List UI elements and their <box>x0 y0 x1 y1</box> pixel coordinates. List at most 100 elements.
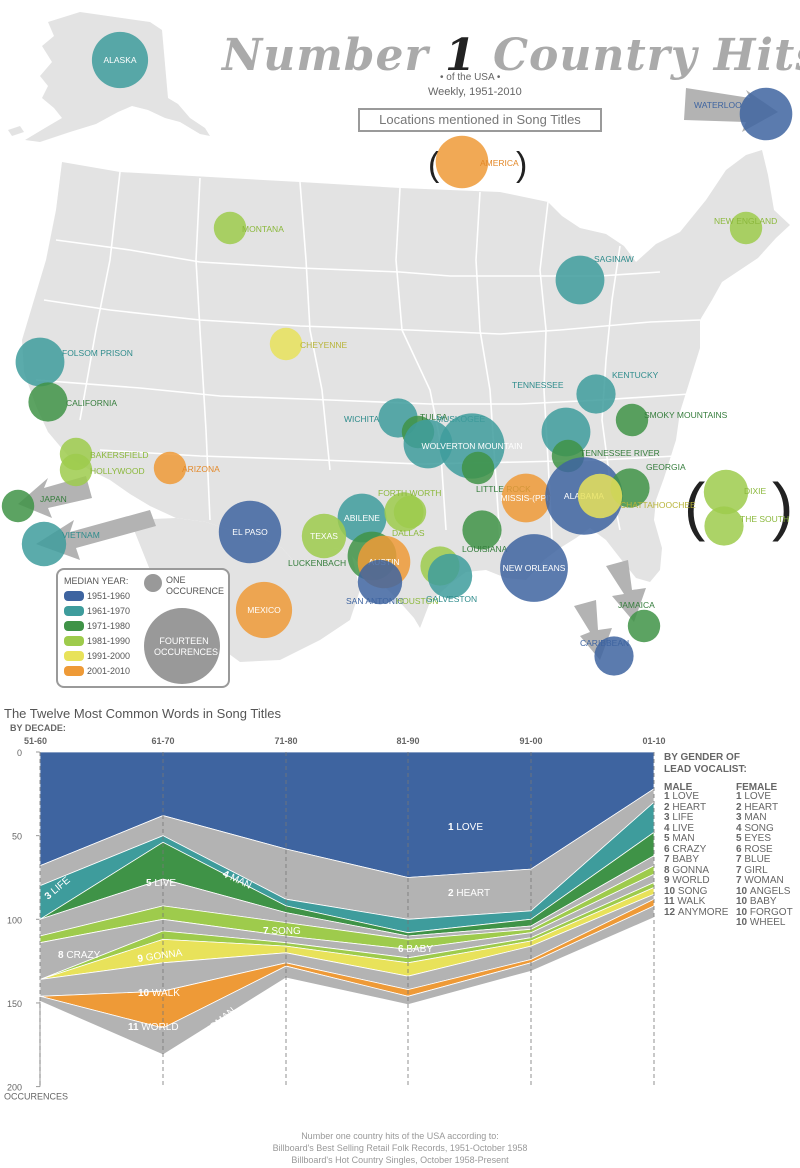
legend-fourteen-label: FOURTEEN OCCURENCES <box>154 636 219 657</box>
bubble-montana <box>213 211 247 245</box>
legend-swatch <box>64 665 84 676</box>
rank: 12 <box>664 906 678 918</box>
bubble-new-orleans <box>500 534 568 602</box>
bubble-mexico <box>235 581 293 639</box>
legend-item-1951-1960: 1951-1960 <box>64 588 130 603</box>
bubble-vietnam <box>21 521 67 567</box>
bubble-chattahoochee <box>577 473 623 519</box>
legend-title: MEDIAN YEAR: <box>64 576 129 586</box>
area-label-baby: 6 BABY <box>398 944 433 955</box>
bubble-japan <box>1 489 35 523</box>
bubble-kentucky <box>576 374 616 414</box>
male-item: 3 LIFE <box>664 812 728 824</box>
y-tick-0: 0 <box>17 748 22 758</box>
word: LOVE <box>672 791 700 802</box>
x-tick-51-60: 51-60 <box>24 736 47 746</box>
bubble-the-south <box>704 506 744 546</box>
japan-arrow <box>18 476 92 518</box>
bubble-label-bakersfield: BAKERSFIELD <box>90 450 149 460</box>
rank: 11 <box>664 896 678 907</box>
location-bubbles: ALASKA AMERICA WATERLOO MONTANA NEW ENGLAND S… <box>1 31 793 676</box>
y-tick-100: 100 <box>7 915 22 925</box>
bubble-dallas <box>393 495 427 529</box>
bubble-label-galveston: GALVESTON <box>426 594 477 604</box>
word: MAN <box>672 833 695 844</box>
y-tick-200: 200 <box>7 1083 22 1093</box>
rank: 2 <box>664 801 673 813</box>
bubble-label-forth-worth: FORTH WORTH <box>378 488 441 498</box>
border <box>43 299 701 335</box>
legend-swatch <box>64 590 84 601</box>
bubble-label-waterloo: WATERLOO <box>694 100 742 110</box>
bubble-new-england <box>729 211 763 245</box>
female-item: 4 SONG <box>736 822 793 835</box>
bubble-label-louisiana: LOUISIANA <box>462 544 508 554</box>
border <box>299 181 331 471</box>
rank: 5 <box>664 833 673 844</box>
bubble-label-dallas: DALLAS <box>392 528 425 538</box>
rank: 10 <box>736 917 750 928</box>
bubble-smoky-mountains <box>615 403 649 437</box>
rank: 4 <box>736 822 745 834</box>
word: GONNA <box>672 864 710 876</box>
rank: 5 <box>736 833 745 844</box>
rank: 6 <box>664 843 673 855</box>
legend-item-1961-1970: 1961-1970 <box>64 603 130 618</box>
bubble-label-california: CALIFORNIA <box>66 398 117 408</box>
rank: 2 <box>736 801 745 813</box>
area-label-gonna: 9 GONNA <box>137 948 183 965</box>
male-item: 12 ANYMORE <box>664 906 729 919</box>
word: EYES <box>744 833 772 844</box>
footer-line1: Number one country hits of the USA accor… <box>301 1131 499 1141</box>
word: ANGELS <box>749 885 791 897</box>
rank: 10 <box>736 885 750 897</box>
male-item: 1 LOVE <box>664 791 728 803</box>
word: ANYMORE <box>677 906 729 918</box>
female-item: 10 WHEEL <box>736 917 793 929</box>
bubble-label-cheyenne: CHEYENNE <box>300 340 348 350</box>
vietnam-arrow <box>36 510 156 560</box>
area-label-world: 11 WORLD <box>128 1022 179 1033</box>
paren-right: ) <box>516 146 527 184</box>
legend-fourteen-circle <box>144 608 220 684</box>
word: SONG <box>677 885 708 897</box>
words-area-chart: The Twelve Most Common Words in Song Tit… <box>4 706 666 1102</box>
bubble-hollywood <box>59 453 93 487</box>
word: ROSE <box>744 843 773 855</box>
chart-title: The Twelve Most Common Words in Song Tit… <box>4 706 281 721</box>
legend-label: 1991-2000 <box>87 650 131 661</box>
x-tick-71-80: 71-80 <box>274 736 297 746</box>
bubble-saginaw <box>555 255 605 305</box>
word: CRAZY <box>672 843 707 855</box>
word: WOMAN <box>744 875 784 886</box>
female-item: 7 BLUE <box>736 854 793 866</box>
bubble-waterloo <box>739 87 793 141</box>
bubble-label-folsom-prison: FOLSOM PRISON <box>62 348 133 358</box>
bubble-abilene <box>337 493 387 543</box>
rank: 7 <box>736 875 745 886</box>
x-tick-81-90: 81-90 <box>396 736 419 746</box>
bubble-label-houston: HOUSTON <box>396 596 438 606</box>
bubble-el-paso <box>218 500 282 564</box>
y-tick-150: 150 <box>7 999 22 1009</box>
bubble-label-vietnam: VIETNAM <box>62 530 100 540</box>
female-item: 1 LOVE <box>736 791 793 803</box>
rank: 4 <box>664 822 673 834</box>
bubble-label-caribbean: CARIBBEAN <box>580 638 629 648</box>
word: WHEEL <box>749 917 786 928</box>
bubble-label-dixie: DIXIE <box>744 486 767 496</box>
word: SONG <box>744 822 774 834</box>
bubble-label-georgia: GEORGIA <box>646 462 686 472</box>
aleutian-shape <box>8 126 24 136</box>
rank: 1 <box>736 791 745 802</box>
paren-left: ( <box>684 470 705 542</box>
x-tick-01-10: 01-10 <box>642 736 665 746</box>
title-part-a: Number <box>222 30 429 81</box>
bubble-label-montana: MONTANA <box>242 224 284 234</box>
area-label-walk: 10 WALK <box>138 988 180 999</box>
male-item: 7 BABY <box>664 854 728 866</box>
x-axis-label: BY DECADE: <box>10 723 66 733</box>
female-item: 2 HEART <box>736 801 793 814</box>
legend-swatch <box>64 635 84 646</box>
